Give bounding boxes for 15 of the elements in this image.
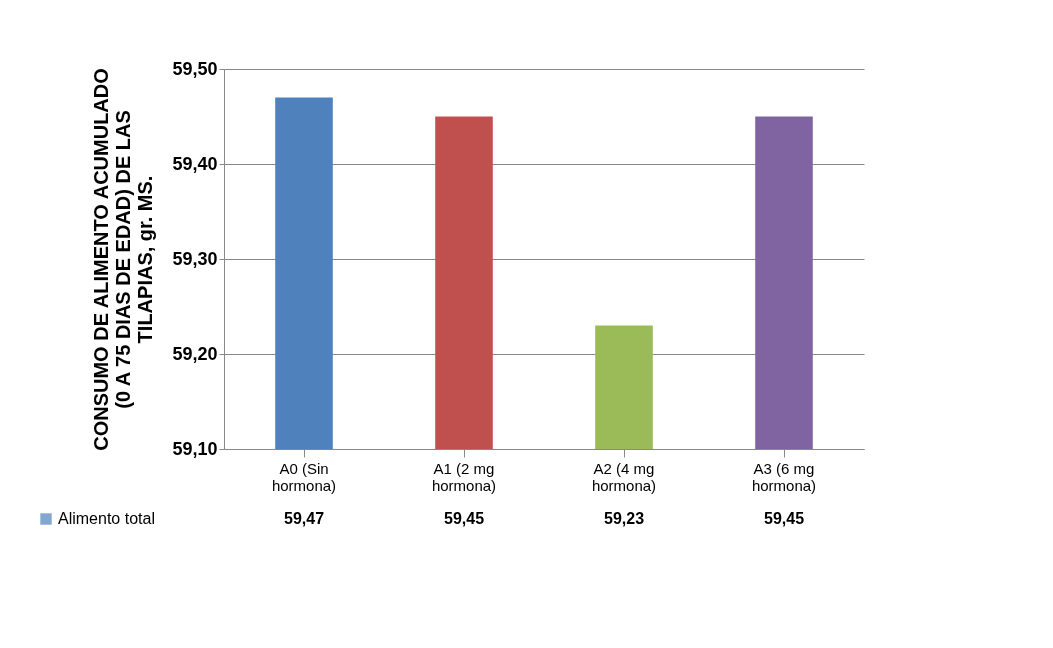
data-label: 59,45 — [763, 510, 805, 527]
data-label: 59,47 — [283, 510, 325, 527]
x-tick-label: A3 (6 mg hormona) — [751, 459, 817, 494]
data-label: 59,23 — [603, 510, 645, 527]
y-tick-label: 59,30 — [172, 248, 218, 269]
y-tick-label: 59,50 — [172, 58, 218, 79]
y-tick-label: 59,10 — [172, 438, 218, 459]
x-tick-label: A0 (Sin hormona) — [271, 459, 337, 494]
legend-label: Alimento total — [58, 510, 155, 527]
x-tick-label: A2 (4 mg hormona) — [591, 459, 657, 494]
y-tick-label: 59,40 — [172, 153, 218, 174]
y-tick-label: 59,20 — [172, 343, 218, 364]
data-label: 59,45 — [443, 510, 485, 527]
x-tick-label: A1 (2 mg hormona) — [431, 459, 497, 494]
y-axis-title: CONSUMO DE ALIMENTO ACUMULADO (0 A 75 DIAS DE EDAD) DE LAS TILAPIAS, gr. MS. — [90, 68, 157, 451]
